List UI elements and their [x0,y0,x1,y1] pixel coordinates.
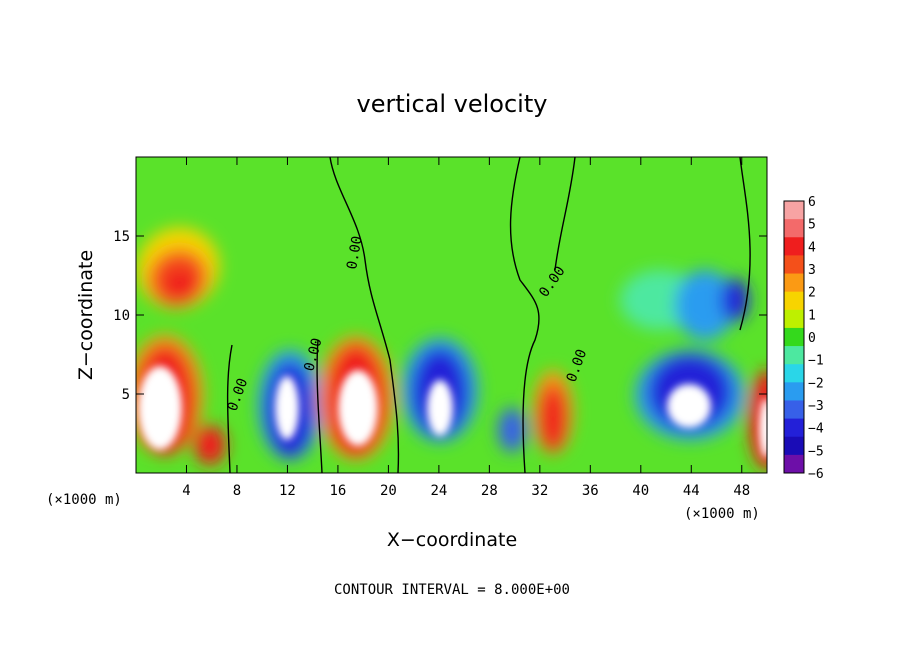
colorbar-tick-label: −5 [808,444,824,459]
colorbar-swatch [784,400,804,420]
colorbar-swatch [784,346,804,365]
colorbar-swatch [784,273,804,293]
x-tick-label: 36 [582,483,599,499]
y-tick-label: 10 [113,308,130,324]
x-axis-label: X−coordinate [387,529,517,551]
colorbar-swatch [784,219,804,238]
colorbar-swatch [784,201,804,220]
x-unit-label-right: (×1000 m) [684,506,760,522]
x-tick-label: 48 [733,483,750,499]
colorbar-swatch [784,237,804,256]
colorbar-swatch [784,436,804,456]
x-tick-label: 16 [329,483,346,499]
colorbar-swatch [784,327,804,347]
colorbar-tick-label: 1 [808,308,816,323]
y-axis-ticks: 5 10 15 [113,229,767,403]
colorbar-swatch [784,291,804,311]
colorbar-tick-label: 5 [808,218,816,233]
x-tick-label: 32 [531,483,548,499]
x-axis-ticks: 4 8 12 16 20 24 28 32 36 40 44 48 [182,157,750,499]
x-tick-label: 4 [182,483,190,499]
colorbar: 6 5 4 3 2 1 0 −1 −2 −3 −4 −5 −6 [783,195,824,482]
colorbar-tick-label: −4 [808,422,824,437]
colorbar-tick-label: 2 [808,286,816,301]
x-tick-label: 20 [380,483,397,499]
x-tick-label: 40 [632,483,649,499]
field-cores [138,366,767,458]
contour-label: 0.00 [344,235,366,271]
colorbar-tick-label: −6 [808,467,824,482]
zero-contours [226,157,751,473]
colorbar-swatch [784,418,804,438]
y-tick-label: 5 [122,387,130,403]
contour-interval-note: CONTOUR INTERVAL = 8.000E+00 [334,582,570,598]
colorbar-tick-label: −3 [808,399,824,414]
x-tick-label: 8 [233,483,241,499]
colorbar-tick-label: −2 [808,376,824,391]
colorbar-tick-label: 6 [808,195,816,210]
y-axis-label: Z−coordinate [75,250,97,380]
colorbar-swatch [784,309,804,329]
colorbar-tick-label: 3 [808,263,816,278]
x-tick-label: 12 [279,483,296,499]
colorbar-swatch [784,382,804,401]
colorbar-swatch [784,364,804,383]
x-unit-label-left: (×1000 m) [46,492,122,508]
x-tick-label: 24 [430,483,447,499]
y-tick-label: 15 [113,229,130,245]
x-tick-label: 28 [481,483,498,499]
colorbar-tick-label: 0 [808,331,816,346]
colorbar-tick-label: −1 [808,354,824,369]
x-tick-label: 44 [683,483,700,499]
chart-title: vertical velocity [357,90,548,118]
plot-area [136,157,767,473]
colorbar-swatch [784,454,804,474]
colorbar-frame [783,200,805,474]
colorbar-tick-label: 4 [808,240,816,255]
colorbar-swatch [784,255,804,275]
